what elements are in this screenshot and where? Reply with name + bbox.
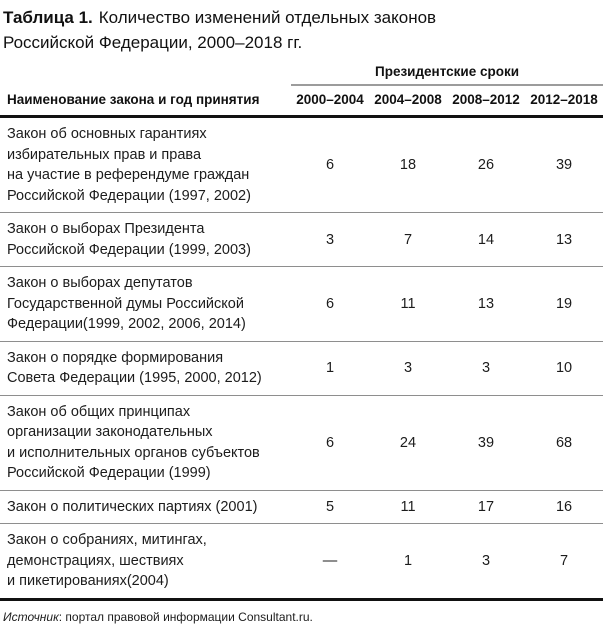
column-header-name: Наименование закона и год принятия: [0, 85, 291, 118]
column-header-period-3: 2008–2012: [447, 85, 525, 118]
value-cell: —: [291, 523, 369, 601]
table-row: Закон об основных гарантиях избирательны…: [0, 116, 603, 213]
column-header-period-1: 2000–2004: [291, 85, 369, 118]
value-cell: 6: [291, 116, 369, 213]
group-header: Президентские сроки: [291, 62, 603, 86]
value-cell: 3: [447, 341, 525, 396]
column-header-period-4: 2012–2018: [525, 85, 603, 118]
table-row: Закон о порядке формирования Совета Феде…: [0, 341, 603, 396]
source-note: Источник: портал правовой информации Con…: [3, 610, 603, 624]
group-header-row: Президентские сроки: [0, 62, 603, 86]
column-header-row: Наименование закона и год принятия 2000–…: [0, 85, 603, 118]
table-number-label: Таблица 1.: [3, 8, 93, 27]
law-name-cell: Закон о порядке формирования Совета Феде…: [0, 341, 291, 396]
value-cell: 18: [369, 116, 447, 213]
column-header-period-2: 2004–2008: [369, 85, 447, 118]
table-row: Закон о выборах Президента Российской Фе…: [0, 212, 603, 267]
table-row: Закон о политических партиях (2001) 5 11…: [0, 490, 603, 524]
table-row: Закон об общих принципах организации зак…: [0, 395, 603, 491]
value-cell: 1: [291, 341, 369, 396]
value-cell: 14: [447, 212, 525, 267]
value-cell: 24: [369, 395, 447, 491]
law-amendments-table: Президентские сроки Наименование закона …: [0, 62, 603, 601]
law-name-cell: Закон о политических партиях (2001): [0, 490, 291, 524]
source-text: : портал правовой информации Consultant.…: [58, 609, 313, 624]
table-title-text: Количество изменений отдельных законов Р…: [3, 8, 437, 52]
value-cell: 7: [525, 523, 603, 601]
value-cell: 13: [447, 266, 525, 342]
table-row: Закон о выборах депутатов Государственно…: [0, 266, 603, 342]
law-name-cell: Закон о выборах депутатов Государственно…: [0, 266, 291, 342]
value-cell: 6: [291, 395, 369, 491]
value-cell: 26: [447, 116, 525, 213]
value-cell: 5: [291, 490, 369, 524]
value-cell: 13: [525, 212, 603, 267]
value-cell: 19: [525, 266, 603, 342]
source-label: Источник: [3, 609, 59, 624]
value-cell: 39: [525, 116, 603, 213]
value-cell: 3: [447, 523, 525, 601]
table-row: Закон о собраниях, митингах, демонстраци…: [0, 523, 603, 601]
value-cell: 7: [369, 212, 447, 267]
value-cell: 6: [291, 266, 369, 342]
group-header-spacer: [0, 62, 291, 85]
value-cell: 3: [369, 341, 447, 396]
table-title: Таблица 1. Количество изменений отдельных…: [0, 5, 603, 55]
law-name-cell: Закон о собраниях, митингах, демонстраци…: [0, 523, 291, 601]
value-cell: 3: [291, 212, 369, 267]
value-cell: 10: [525, 341, 603, 396]
value-cell: 39: [447, 395, 525, 491]
value-cell: 11: [369, 490, 447, 524]
law-name-cell: Закон об основных гарантиях избирательны…: [0, 116, 291, 213]
value-cell: 1: [369, 523, 447, 601]
value-cell: 68: [525, 395, 603, 491]
law-name-cell: Закон о выборах Президента Российской Фе…: [0, 212, 291, 267]
value-cell: 17: [447, 490, 525, 524]
value-cell: 16: [525, 490, 603, 524]
law-name-cell: Закон об общих принципах организации зак…: [0, 395, 291, 491]
value-cell: 11: [369, 266, 447, 342]
